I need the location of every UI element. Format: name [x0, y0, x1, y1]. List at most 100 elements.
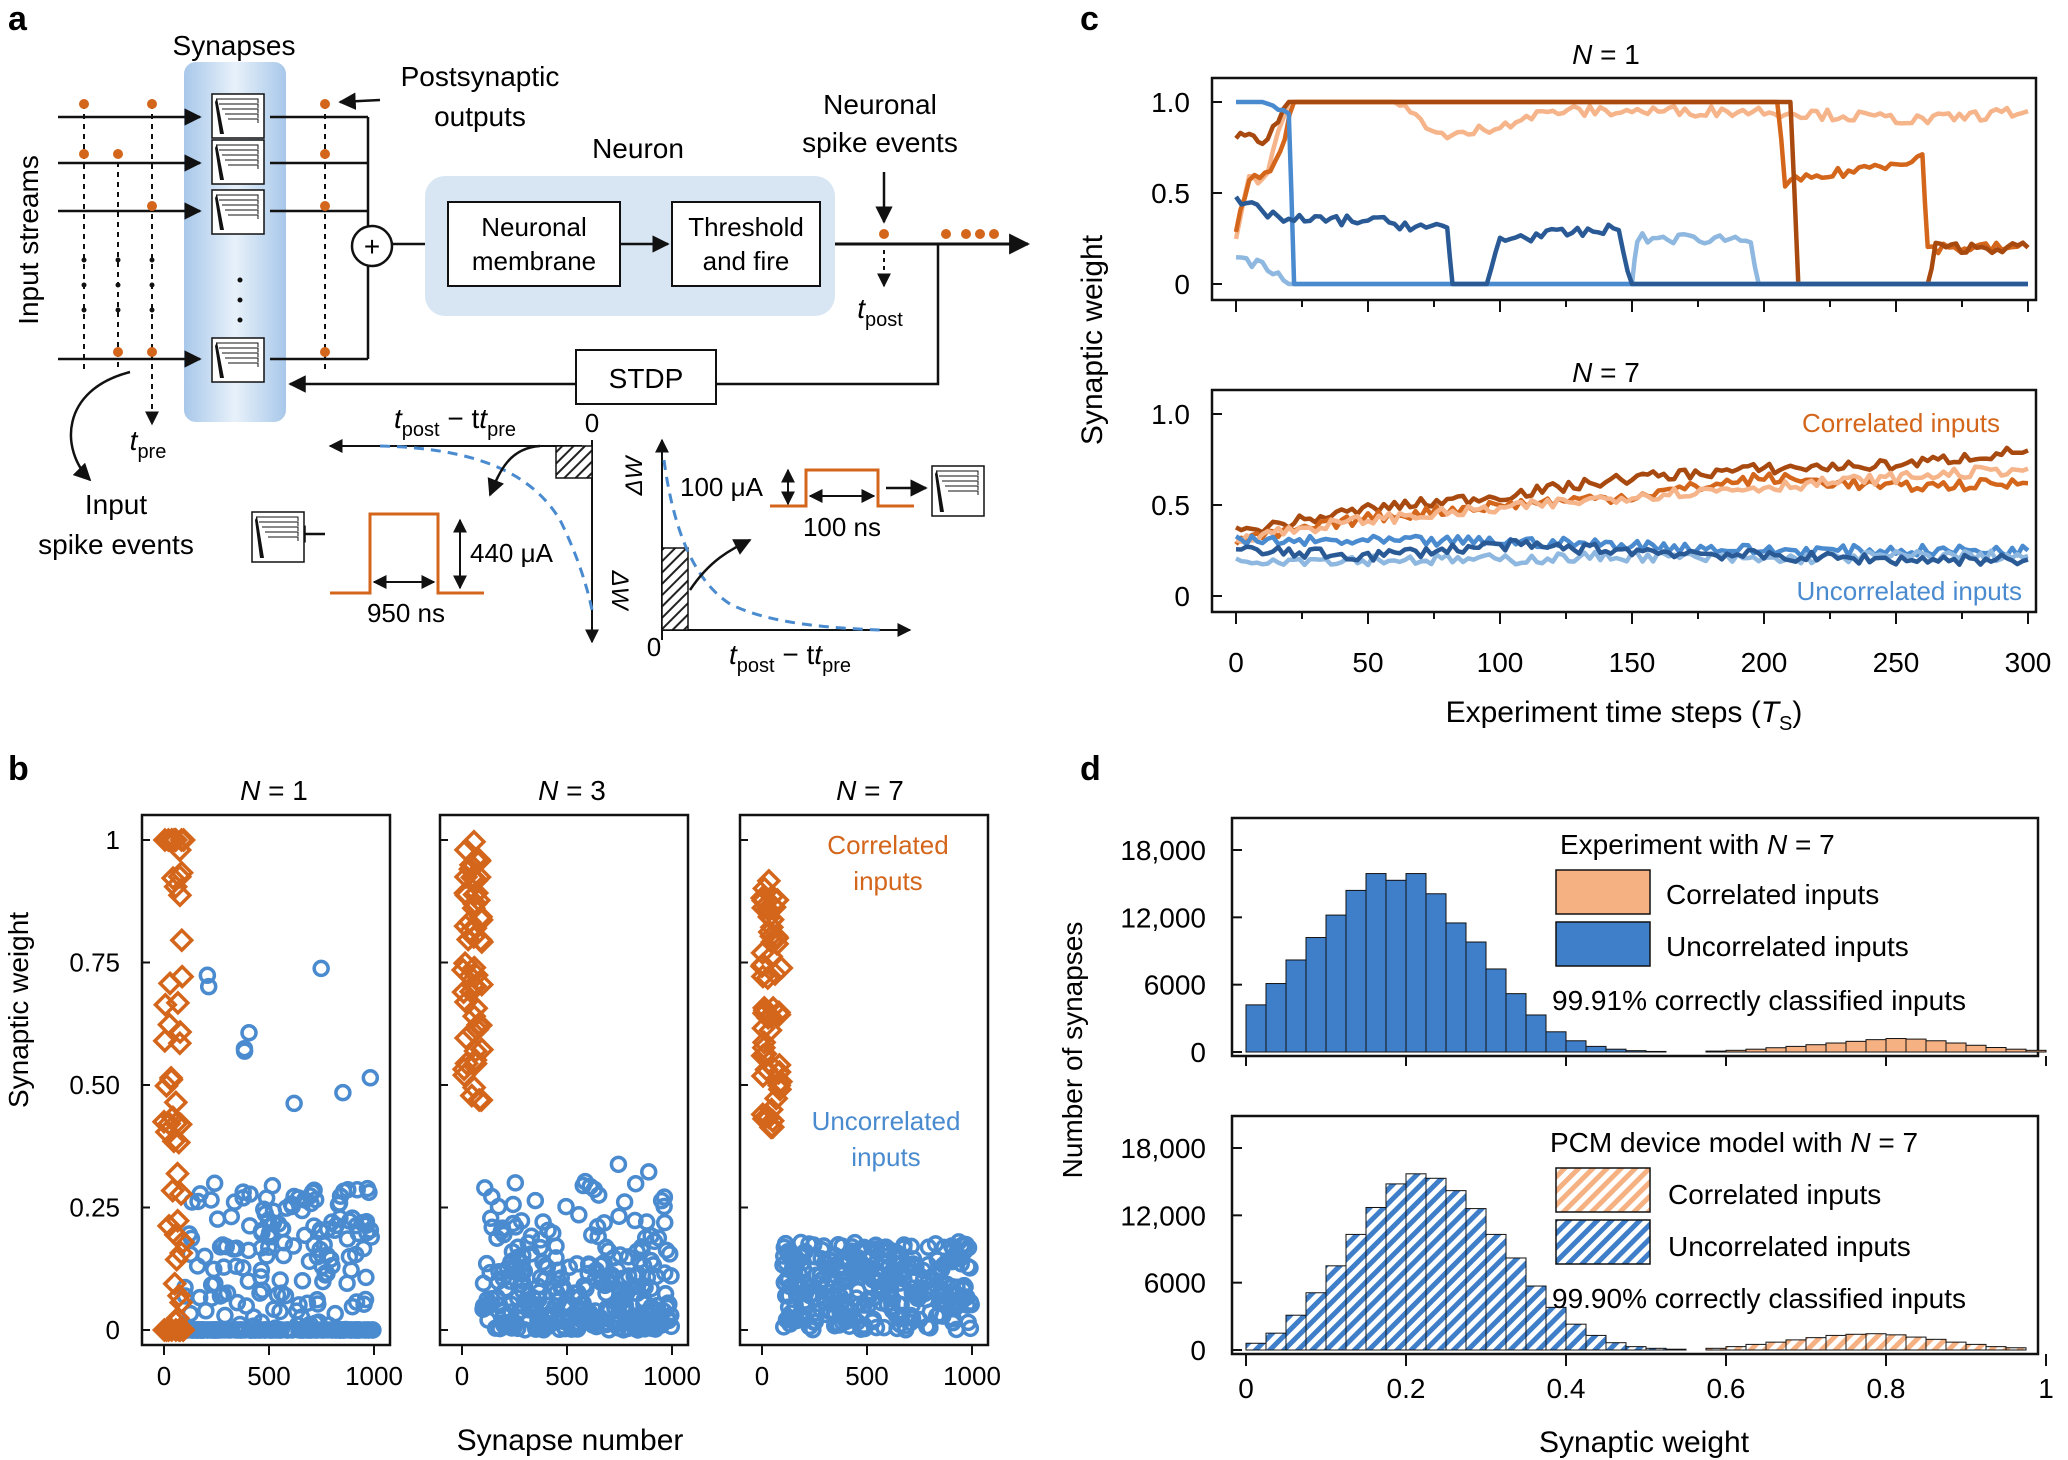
correlated-point	[760, 995, 786, 1021]
uncorrelated-point	[825, 1316, 844, 1335]
synapse-device-icon	[211, 189, 265, 235]
correlated-bar	[1805, 1044, 1827, 1053]
c-xtick-label: 200	[1741, 647, 1788, 678]
b-xtick-label: 0	[755, 1361, 769, 1391]
correlated-bar	[1845, 1333, 1867, 1351]
correlated-bar	[1765, 1047, 1787, 1053]
uncorrelated-point	[599, 1274, 618, 1293]
uncorrelated-bar	[1585, 1334, 1607, 1351]
uncorrelated-point	[255, 1200, 273, 1219]
c-top-title: N = 1	[1572, 39, 1640, 70]
uncorrelated-point	[357, 1268, 375, 1287]
uncorrelated-bar	[1585, 1045, 1607, 1053]
correlated-point	[457, 909, 483, 935]
uncorrelated-point	[625, 1277, 644, 1296]
correlated-bar	[2025, 1049, 2047, 1053]
c-xtick-label: 150	[1609, 647, 1656, 678]
correlated-point	[453, 837, 479, 863]
correlated-point	[167, 864, 193, 890]
uncorrelated-point	[199, 977, 218, 996]
b-xtick-label: 500	[247, 1361, 290, 1391]
input-spike-label-1: Input	[85, 489, 147, 520]
b-axis-ticks: 0 0.25 0.50 0.75 1 0 500 1000 0 500 1000 0 500 1000	[69, 825, 1001, 1391]
uncorrelated-bar	[1625, 1050, 1647, 1053]
correlated-bar	[1745, 1048, 1767, 1053]
uncorrelated-point	[218, 1284, 237, 1302]
uncorrelated-point	[503, 1242, 522, 1261]
correlated-bar	[1945, 1341, 1967, 1351]
panel-c-ylabel: Synaptic weight	[1076, 234, 1109, 445]
uncorrelated-point	[275, 1234, 294, 1252]
pcm-device-icon-right	[931, 465, 985, 517]
potentiation-curve	[662, 459, 881, 632]
uncorrelated-point	[305, 1217, 323, 1235]
correlated-point	[165, 990, 191, 1016]
uncorrelated-point	[605, 1314, 623, 1333]
uncorrelated-point	[520, 1296, 539, 1314]
uncorrelated-point	[921, 1303, 939, 1321]
uncorrelated-point	[864, 1310, 883, 1329]
threshold-line-2: and fire	[703, 246, 790, 276]
panel-a-letter: a	[8, 0, 28, 38]
b-xtick-label: 500	[545, 1361, 588, 1391]
uncorrelated-point	[557, 1197, 575, 1216]
uncorrelated-point	[477, 1254, 496, 1273]
b2-title: N = 3	[538, 775, 606, 806]
membrane-line-2: membrane	[472, 246, 596, 276]
correlated-point	[161, 1128, 187, 1154]
uncorrelated-point	[959, 1257, 977, 1276]
depression-zero: 0	[585, 408, 599, 438]
uncorrelated-point	[609, 1155, 628, 1174]
uncorrelated-bar	[1505, 1257, 1527, 1351]
weight-trace	[1236, 99, 2028, 287]
uncorrelated-bar	[1605, 1342, 1627, 1351]
uncorrelated-point	[293, 1272, 312, 1290]
synapses-label: Synapses	[173, 30, 296, 61]
panel-d-letter: d	[1080, 750, 1101, 788]
summation-node	[350, 224, 394, 268]
uncorrelated-point	[508, 1264, 527, 1282]
b3-correlated-line-1: Correlated	[827, 830, 948, 860]
correlated-point	[453, 989, 479, 1015]
uncorrelated-point	[327, 1321, 346, 1339]
weight-trace	[1234, 195, 2028, 287]
uncorrelated-point	[490, 1263, 508, 1281]
uncorrelated-point	[655, 1213, 674, 1232]
b3-uncorrelated-line-2: inputs	[851, 1142, 920, 1172]
uncorrelated-point	[583, 1226, 601, 1244]
input-spike-arrow	[69, 370, 131, 482]
uncorrelated-point	[355, 1295, 373, 1313]
uncorrelated-point	[658, 1298, 676, 1317]
b-xtick-label: 1000	[345, 1361, 403, 1391]
c-uncorrelated-label: Uncorrelated inputs	[1797, 576, 2022, 606]
panel-d-ylabel: Number of synapses	[1057, 922, 1088, 1179]
c-xtick-label: 300	[2005, 647, 2052, 678]
b3-points	[749, 868, 980, 1339]
uncorrelated-bar	[1565, 1040, 1587, 1053]
uncorrelated-point	[316, 1266, 335, 1284]
potentiation-pulse-arrow	[688, 538, 752, 591]
uncorrelated-point	[357, 1212, 376, 1231]
postsynaptic-arrow	[338, 92, 381, 110]
uncorrelated-bar	[1245, 1342, 1267, 1351]
uncorrelated-point	[554, 1312, 573, 1331]
uncorrelated-point	[346, 1245, 365, 1264]
uncorrelated-point	[529, 1277, 547, 1296]
postsynaptic-label-2: outputs	[434, 101, 526, 132]
correlated-bar	[1845, 1040, 1867, 1053]
correlated-point	[152, 827, 178, 853]
correlated-bar	[1805, 1337, 1827, 1351]
uncorrelated-point	[504, 1214, 523, 1233]
correlated-point	[461, 891, 487, 917]
uncorrelated-point	[215, 1258, 233, 1276]
correlated-point	[761, 1055, 786, 1081]
uncorrelated-bar	[1405, 1173, 1427, 1351]
uncorrelated-bar	[1485, 968, 1507, 1053]
uncorrelated-bar	[1645, 1347, 1667, 1351]
uncorrelated-point	[961, 1319, 980, 1338]
depression-pulse	[330, 512, 484, 595]
uncorrelated-bar	[1445, 922, 1467, 1053]
uncorrelated-point	[655, 1188, 674, 1206]
correlated-point	[751, 876, 777, 901]
uncorrelated-point	[253, 1281, 272, 1300]
